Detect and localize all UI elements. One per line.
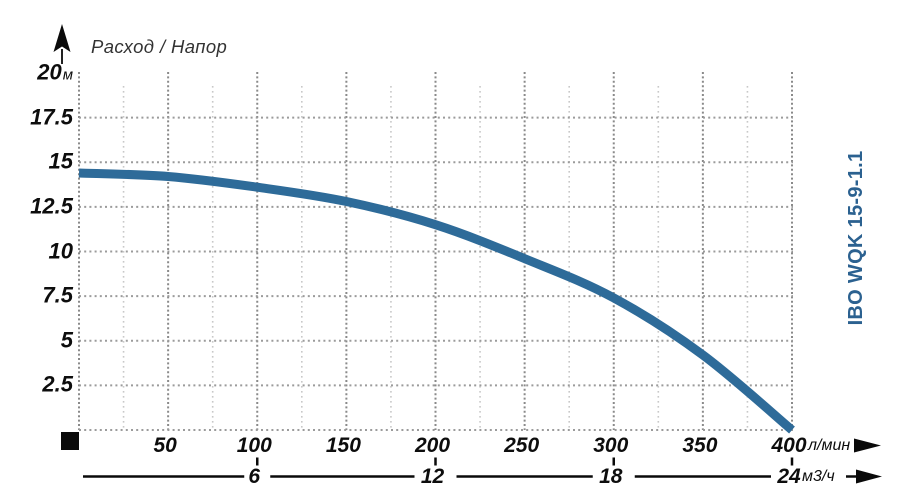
pump-curve xyxy=(78,168,795,434)
model-label: IBO WQK 15-9-1.1 xyxy=(845,150,867,326)
x-tick-label: 250 xyxy=(504,434,540,457)
y-axis-unit: м xyxy=(62,66,73,84)
x-axis-unit: л/мин xyxy=(808,437,851,454)
x2-tick-label: 18 xyxy=(599,465,623,488)
x2-tick-label: 6 xyxy=(248,465,261,488)
y-tick-label: 7.5 xyxy=(42,282,73,308)
x2-tick-mark xyxy=(790,457,794,466)
x-tick-label: 200 xyxy=(414,434,451,457)
x2-axis-arrow-icon xyxy=(856,469,882,484)
y-tick-label: 17.5 xyxy=(30,104,73,130)
y-tick-label: 2.5 xyxy=(42,371,73,397)
x-tick-label: 350 xyxy=(682,434,718,457)
y-tick-label: 12.5 xyxy=(30,193,73,219)
x-tick-label: 50 xyxy=(153,434,177,457)
grid xyxy=(78,72,793,431)
x2-tick-mark xyxy=(256,457,259,466)
y-tick-label: 5 xyxy=(60,327,73,353)
x2-axis-unit: м3/ч xyxy=(802,468,835,485)
x2-tick-mark xyxy=(612,457,615,466)
x2-tick-mark xyxy=(434,457,437,466)
y-tick-label: 20м xyxy=(37,59,73,85)
x2-tick-label: 12 xyxy=(420,465,445,488)
y-tick-label: 10 xyxy=(48,238,73,264)
x2-tick-label: 24 xyxy=(777,465,801,488)
x-tick-label: 100 xyxy=(236,434,272,457)
y-tick-label: 15 xyxy=(48,148,73,174)
x-tick-label: 150 xyxy=(325,434,361,457)
x2-axis-line xyxy=(83,457,794,478)
chart-title: Расход / Напор xyxy=(91,36,228,57)
x-axis-arrow-icon xyxy=(854,438,881,453)
y-axis-arrow-stem xyxy=(61,49,63,64)
x-tick-label: 400 xyxy=(771,434,807,457)
origin-marker xyxy=(61,432,79,450)
axis-decorations xyxy=(53,24,882,484)
x-tick-label: 300 xyxy=(593,434,629,457)
y-axis-arrow-icon xyxy=(53,24,71,52)
